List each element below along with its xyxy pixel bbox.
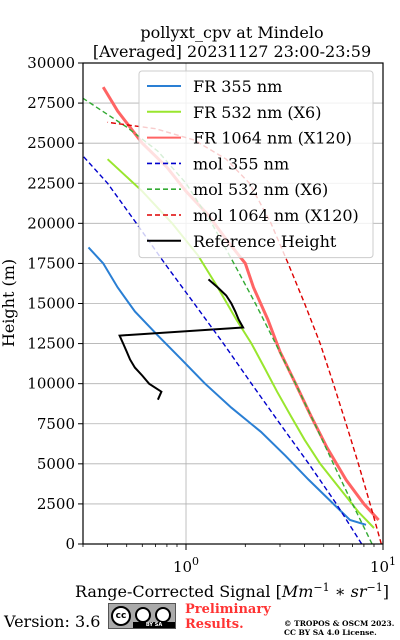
y-tick-label: 15000 [27,295,75,313]
cc-license-badge: cc BY SA [108,603,176,629]
legend-label: FR 1064 nm (X120) [193,129,352,148]
chart-title-line-2: [Averaged] 20231127 23:00-23:59 [93,42,371,61]
copyright-note: © TROPOS & OSCM 2023. CC BY SA 4.0 Licen… [284,619,394,637]
y-tick-label: 0 [65,535,75,553]
preliminary-line-2: Results. [185,617,244,632]
version-label: Version: 3.6 [4,612,101,631]
legend-label: FR 355 nm [193,77,282,96]
x-tick-label: 100 [173,555,199,576]
y-tick-label: 20000 [27,214,75,232]
legend-label: FR 532 nm (X6) [193,103,321,122]
x-axis-ticks: 100 101 [82,544,396,576]
sa-icon [155,607,171,623]
y-tick-label: 17500 [27,254,75,272]
y-tick-label: 30000 [27,54,75,72]
y-tick-label: 22500 [27,174,75,192]
y-tick-label: 12500 [27,335,75,353]
series-line-reference-height [118,278,245,401]
y-tick-label: 5000 [37,455,75,473]
by-icon [135,607,151,623]
y-tick-label: 7500 [37,415,75,433]
legend-label: mol 1064 nm (X120) [193,206,359,225]
x-axis-label: Range-Corrected Signal [Mm−1 ∗ sr−1] [75,581,389,601]
chart-title-group: pollyxt_cpv at Mindelo [Averaged] 202311… [93,23,371,61]
legend-label: Reference Height [193,232,337,251]
y-axis-label: Height (m) [0,259,18,347]
series-line-mol-355-nm [83,155,363,544]
x-tick-label: 101 [370,555,396,576]
copyright-line-1: © TROPOS & OSCM 2023. [284,619,395,628]
chart-title-line-1: pollyxt_cpv at Mindelo [140,23,323,42]
series-line-fr-355-nm [87,246,367,526]
legend-label: mol 532 nm (X6) [193,180,328,199]
cc-icon: cc [111,606,131,626]
preliminary-line-1: Preliminary [185,602,271,617]
legend-box [138,70,374,259]
y-axis-ticks: 0 2500 5000 7500 10000 12500 15000 17500 20000 22… [27,54,83,553]
legend-label: mol 355 nm [193,154,289,173]
y-tick-label: 2500 [37,495,75,513]
y-tick-label: 10000 [27,375,75,393]
y-tick-label: 27500 [27,94,75,112]
copyright-line-2: CC BY SA 4.0 License. [284,628,377,637]
y-tick-label: 25000 [27,134,75,152]
preliminary-results-note: Preliminary Results. [185,602,271,632]
cc-badge-text: BY SA [133,622,175,628]
legend: FR 355 nm FR 532 nm (X6) FR 1064 nm (X120)… [138,70,374,259]
